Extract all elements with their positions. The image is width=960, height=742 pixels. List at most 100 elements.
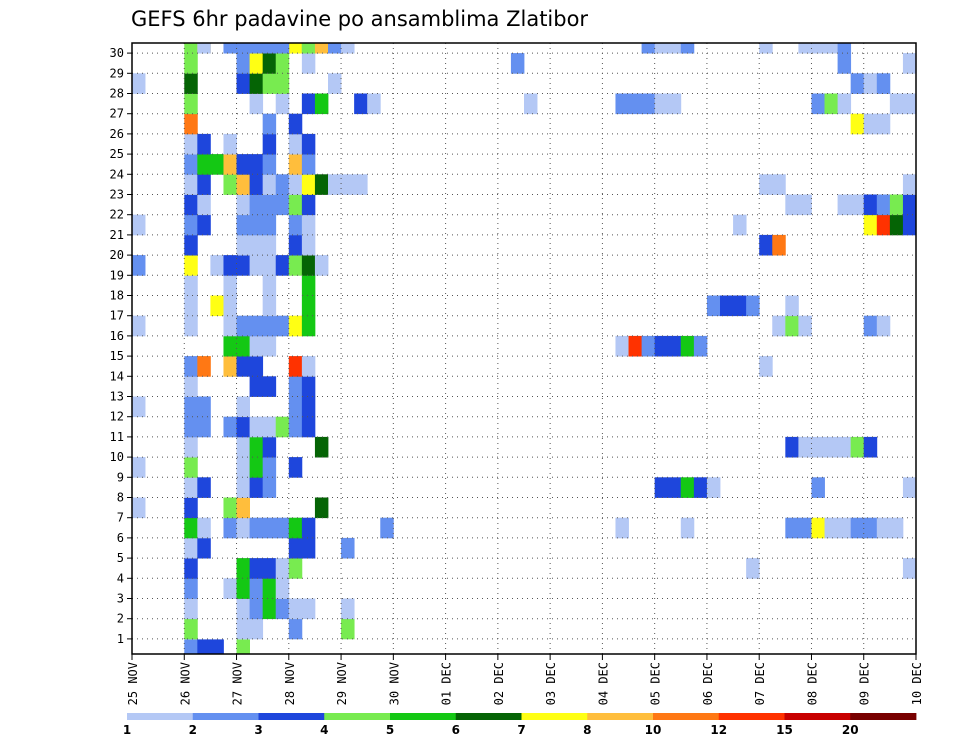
- heatmap-cell: [876, 214, 891, 236]
- heatmap-cell: [184, 537, 198, 559]
- heatmap-cell: [288, 194, 303, 216]
- legend-label: 15: [776, 723, 793, 737]
- heatmap-cell: [197, 174, 211, 195]
- x-tick-label: 07 DEC: [753, 662, 767, 705]
- heatmap-cell: [275, 598, 290, 620]
- heatmap-cell: [223, 295, 237, 317]
- heatmap-cell: [288, 113, 303, 135]
- chart-title: GEFS 6hr padavine po ansamblima Zlatibor: [131, 7, 588, 31]
- heatmap-cell: [223, 154, 237, 175]
- heatmap-cell: [197, 194, 211, 216]
- heatmap-cell: [667, 335, 682, 357]
- heatmap-cell: [876, 73, 891, 94]
- legend-swatch: [258, 713, 325, 720]
- y-tick-label: 7: [117, 511, 124, 525]
- heatmap-cells: [132, 43, 917, 655]
- heatmap-cell: [328, 43, 342, 54]
- heatmap-cell: [811, 436, 825, 458]
- legend-label: 4: [320, 723, 328, 737]
- heatmap-cell: [184, 53, 198, 74]
- heatmap-cell: [301, 255, 316, 276]
- heatmap-cell: [184, 73, 198, 94]
- heatmap-cell: [301, 416, 316, 438]
- heatmap-cell: [301, 194, 316, 216]
- heatmap-cell: [210, 154, 224, 175]
- heatmap-cell: [288, 154, 303, 175]
- legend-swatch: [390, 713, 457, 720]
- heatmap-cell: [262, 457, 277, 478]
- heatmap-cell: [301, 154, 316, 175]
- heatmap-cell: [262, 517, 277, 539]
- y-tick-label: 26: [110, 127, 124, 141]
- heatmap-cell: [798, 517, 812, 539]
- y-tick-label: 30: [110, 46, 124, 60]
- y-tick-label: 8: [117, 491, 124, 505]
- legend-swatch: [850, 713, 917, 720]
- heatmap-cell: [667, 43, 682, 54]
- heatmap-cell: [863, 315, 878, 337]
- heatmap-cell: [863, 436, 878, 458]
- heatmap-cell: [184, 396, 198, 418]
- legend-label: 3: [254, 723, 262, 737]
- heatmap-cell: [262, 295, 277, 317]
- heatmap-cell: [798, 43, 812, 54]
- x-tick-label: 29 NOV: [335, 662, 349, 705]
- heatmap-cell: [837, 43, 852, 54]
- heatmap-cell: [785, 295, 799, 317]
- y-tick-label: 24: [110, 167, 124, 181]
- heatmap-cell: [876, 194, 891, 216]
- x-tick-label: 06 DEC: [701, 662, 715, 705]
- heatmap-cell: [746, 558, 760, 579]
- heatmap-cell: [262, 477, 277, 498]
- heatmap-cell: [197, 396, 211, 418]
- heatmap-cell: [184, 497, 198, 519]
- heatmap-cell: [902, 477, 917, 498]
- heatmap-cell: [210, 295, 224, 317]
- heatmap-cell: [262, 578, 277, 599]
- heatmap-cell: [785, 436, 799, 458]
- heatmap-cell: [654, 477, 669, 498]
- heatmap-cell: [785, 315, 799, 337]
- y-tick-label: 20: [110, 248, 124, 262]
- heatmap-cell: [184, 255, 198, 276]
- heatmap-cell: [288, 598, 303, 620]
- y-tick-label: 10: [110, 450, 124, 464]
- heatmap-cell: [288, 356, 303, 377]
- heatmap-cell: [328, 73, 342, 94]
- heatmap-cell: [236, 618, 250, 640]
- heatmap-cell: [785, 194, 799, 216]
- heatmap-cell: [249, 335, 264, 357]
- heatmap-cell: [863, 214, 878, 236]
- legend-swatch: [587, 713, 654, 720]
- heatmap-cell: [811, 477, 825, 498]
- heatmap-cell: [824, 93, 838, 115]
- heatmap-cell: [184, 356, 198, 377]
- heatmap-cell: [837, 53, 852, 74]
- heatmap-cell: [132, 214, 146, 236]
- heatmap-cell: [380, 517, 394, 539]
- heatmap-cell: [236, 517, 250, 539]
- heatmap-cell: [223, 416, 237, 438]
- heatmap-cell: [288, 174, 303, 195]
- heatmap-cell: [249, 517, 264, 539]
- heatmap-cell: [680, 477, 695, 498]
- heatmap-cell: [262, 53, 277, 74]
- heatmap-cell: [798, 315, 812, 337]
- heatmap-cell: [288, 416, 303, 438]
- heatmap-cell: [314, 255, 329, 276]
- heatmap-cell: [262, 598, 277, 620]
- heatmap-cell: [301, 396, 316, 418]
- heatmap-cell: [262, 154, 277, 175]
- heatmap-cell: [262, 234, 277, 256]
- heatmap-cell: [236, 335, 250, 357]
- heatmap-cell: [837, 93, 852, 115]
- heatmap-cell: [184, 517, 198, 539]
- legend-swatch: [324, 713, 391, 720]
- y-tick-label: 1: [117, 632, 124, 646]
- heatmap-cell: [236, 255, 250, 276]
- heatmap-cell: [262, 436, 277, 458]
- y-tick-label: 16: [110, 329, 124, 343]
- heatmap-cell: [328, 174, 342, 195]
- y-tick-label: 12: [110, 410, 124, 424]
